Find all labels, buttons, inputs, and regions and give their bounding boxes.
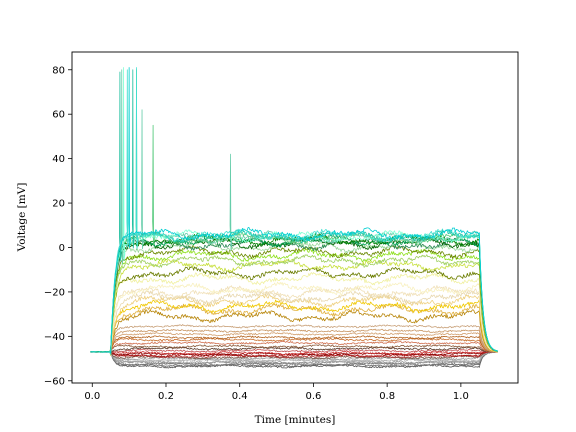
y-tick-label: 40	[52, 154, 65, 165]
voltage-trace	[90, 324, 498, 354]
voltage-trace	[90, 290, 498, 353]
voltage-trace	[90, 237, 498, 355]
x-axis-ticks: 0.0 0.2 0.4 0.6 0.8 1.0	[84, 383, 469, 402]
voltage-trace	[90, 67, 498, 353]
voltage-trace	[90, 328, 498, 354]
y-axis-ticks: −60 −40 −20 0 20 40 60 80	[44, 65, 72, 387]
voltage-trace	[90, 351, 498, 359]
plot-area-frame	[71, 51, 519, 384]
voltage-trace	[90, 332, 498, 353]
voltage-trace	[90, 340, 498, 353]
voltage-trace	[90, 67, 498, 354]
x-axis-label: Time [minutes]	[255, 414, 336, 426]
voltage-trace	[90, 258, 498, 356]
voltage-trace	[90, 350, 498, 356]
x-tick-label: 0.0	[84, 391, 100, 402]
y-tick-label: −20	[44, 287, 65, 298]
y-tick-label: −40	[44, 332, 65, 343]
voltage-trace	[90, 266, 498, 353]
traces-group	[90, 67, 498, 369]
voltage-trace	[90, 254, 498, 353]
x-tick-label: 0.6	[305, 391, 321, 402]
x-tick-label: 1.0	[453, 391, 469, 402]
y-tick-label: 20	[52, 199, 65, 210]
voltage-trace	[90, 303, 498, 353]
y-axis-label: Voltage [mV]	[16, 183, 28, 253]
y-tick-label: 80	[52, 65, 65, 76]
voltage-trace	[90, 346, 498, 354]
x-tick-label: 0.2	[158, 391, 174, 402]
voltage-trace	[90, 272, 498, 353]
y-tick-label: 0	[59, 243, 65, 254]
voltage-trace	[90, 293, 498, 354]
voltage-trace	[90, 344, 498, 353]
voltage-trace	[90, 351, 498, 365]
voltage-trace	[90, 281, 498, 355]
voltage-trace	[90, 351, 498, 367]
voltage-trace	[90, 350, 498, 358]
voltage-trace	[90, 245, 498, 353]
voltage-trace	[90, 299, 498, 354]
voltage-trace	[90, 351, 498, 363]
x-tick-label: 0.8	[379, 391, 395, 402]
y-tick-label: −60	[44, 376, 65, 387]
x-tick-label: 0.4	[232, 391, 248, 402]
voltage-trace	[90, 309, 498, 353]
y-tick-label: 60	[52, 110, 65, 121]
voltage-trace	[90, 348, 498, 354]
voltage-trace	[90, 337, 498, 353]
voltage-trace	[90, 335, 498, 354]
